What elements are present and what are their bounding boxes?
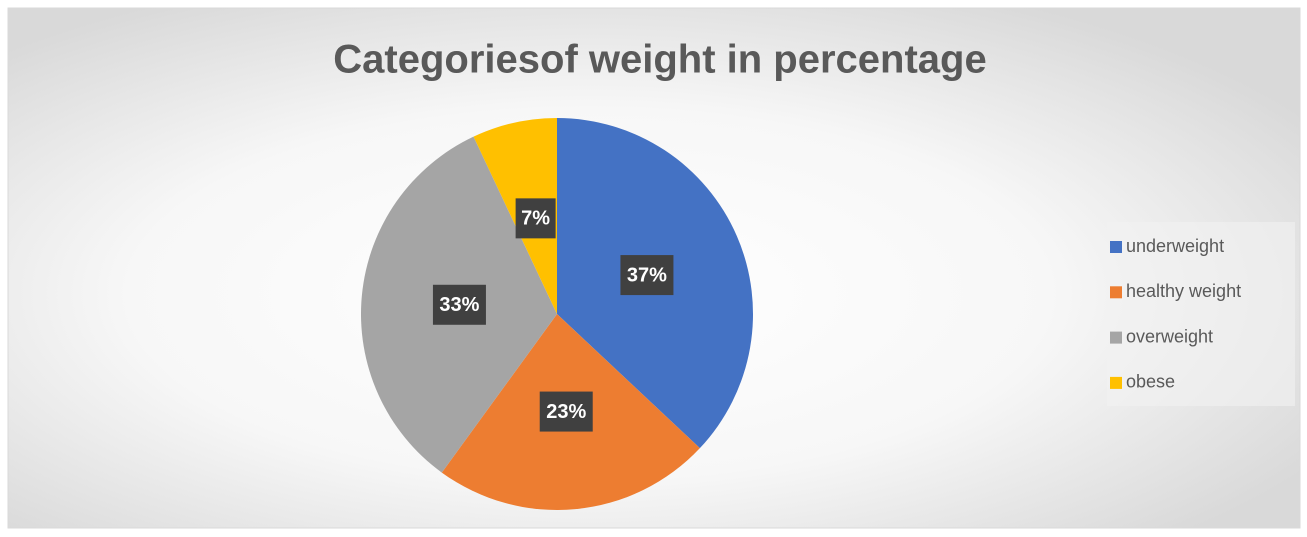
data-label: 33% <box>439 294 479 316</box>
legend-swatch <box>1110 331 1122 344</box>
legend-label: healthy weight <box>1126 281 1241 301</box>
data-label: 37% <box>627 264 667 286</box>
legend-swatch <box>1110 241 1122 253</box>
legend-label: overweight <box>1126 326 1213 346</box>
chart-title: Categoriesof weight in percentage <box>333 38 986 82</box>
legend-label: obese <box>1126 372 1175 392</box>
data-label: 23% <box>546 401 586 423</box>
legend-label: underweight <box>1126 236 1224 256</box>
pie-slice <box>473 118 557 314</box>
legend-box <box>1107 222 1295 406</box>
data-label-box <box>515 198 556 239</box>
data-label-box <box>432 284 486 325</box>
data-label: 7% <box>521 208 550 230</box>
legend-swatch <box>1110 376 1122 389</box>
legend-swatch <box>1110 286 1122 299</box>
data-label-box <box>620 255 674 296</box>
data-label-box <box>539 391 593 432</box>
